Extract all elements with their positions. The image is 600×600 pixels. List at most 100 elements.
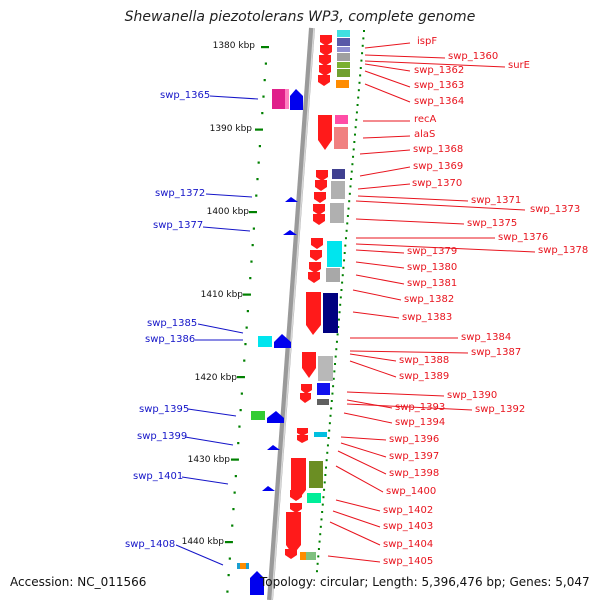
- scale-tick: [233, 491, 236, 494]
- scale-tick: [319, 533, 322, 536]
- gene-label[interactable]: swp_1382: [404, 294, 455, 305]
- gene-label[interactable]: swp_1393: [395, 402, 446, 413]
- scale-tick: [324, 466, 327, 469]
- gene-label[interactable]: swp_1397: [389, 451, 440, 462]
- gene-label[interactable]: swp_1396: [389, 434, 440, 445]
- scale-tick: [250, 260, 253, 263]
- gene-label[interactable]: surE: [508, 60, 530, 71]
- gene-label[interactable]: swp_1376: [498, 232, 549, 243]
- gene-label[interactable]: swp_1373: [530, 204, 581, 215]
- gene-label[interactable]: swp_1375: [467, 218, 518, 229]
- scale-tick: [262, 95, 265, 98]
- gene-label[interactable]: swp_1408: [125, 539, 176, 550]
- scale-label: 1430 kbp: [187, 455, 230, 465]
- gene-label[interactable]: swp_1395: [139, 404, 190, 415]
- gene-label[interactable]: swp_1365: [160, 90, 211, 101]
- scale-tick: [326, 444, 329, 447]
- genome-backbone: [267, 27, 315, 600]
- scale-tick: [352, 155, 355, 158]
- scale-tick: [321, 511, 324, 513]
- gene-label[interactable]: swp_1387: [471, 347, 522, 358]
- scale-tick: [239, 409, 242, 412]
- gene-label[interactable]: swp_1370: [412, 178, 463, 189]
- gene-label[interactable]: swp_1378: [538, 245, 589, 256]
- scale-tick: [334, 363, 337, 365]
- scale-tick: [356, 104, 359, 106]
- scale-tick: [240, 392, 243, 395]
- scale-tick: [345, 229, 348, 232]
- gene-label[interactable]: swp_1380: [407, 262, 458, 273]
- scale-tick: [339, 296, 342, 299]
- accession-label: Accession: NC_011566: [10, 575, 147, 589]
- scale-tick: [362, 37, 365, 40]
- scale-label: 1390 kbp: [209, 124, 252, 134]
- gene-label[interactable]: swp_1369: [413, 161, 464, 172]
- scale-tick: [347, 207, 350, 210]
- gene-label[interactable]: alaS: [414, 129, 436, 140]
- scale-tick: [341, 274, 344, 277]
- scale-tick: [228, 557, 231, 560]
- scale-tick: [343, 259, 346, 262]
- scale-tick: [327, 437, 330, 439]
- gene-label[interactable]: swp_1392: [475, 404, 526, 415]
- scale-tick: [355, 118, 358, 121]
- scale-tick: [256, 178, 259, 181]
- scale-tick: [342, 266, 345, 269]
- gene-label[interactable]: swp_1372: [155, 188, 206, 199]
- scale-tick: [343, 252, 346, 254]
- gene-label[interactable]: swp_1386: [145, 334, 196, 345]
- gene-label[interactable]: swp_1390: [447, 390, 498, 401]
- gene-label[interactable]: swp_1400: [386, 486, 437, 497]
- gene-label[interactable]: swp_1405: [383, 556, 434, 567]
- functional-category-boxes: [300, 30, 350, 560]
- gene-label[interactable]: swp_1403: [383, 521, 434, 532]
- gene-label[interactable]: swp_1404: [383, 539, 434, 550]
- gene-label[interactable]: swp_1371: [471, 195, 522, 206]
- scale-label: 1440 kbp: [181, 537, 224, 547]
- scale-label: 1410 kbp: [200, 290, 243, 300]
- gene-label[interactable]: swp_1402: [383, 505, 434, 516]
- scale-tick: [330, 400, 333, 402]
- gene-label[interactable]: swp_1383: [402, 312, 453, 323]
- scale-tick: [318, 540, 321, 543]
- gene-label[interactable]: swp_1389: [399, 371, 450, 382]
- gene-label[interactable]: swp_1394: [395, 417, 446, 428]
- gene-label[interactable]: swp_1385: [147, 318, 198, 329]
- scale-tick: [249, 277, 252, 280]
- gene-label[interactable]: swp_1363: [414, 80, 465, 91]
- gene-label[interactable]: swp_1381: [407, 278, 458, 289]
- scale-tick: [248, 211, 257, 214]
- red-leader-lines: [327, 42, 536, 563]
- scale-tick: [328, 429, 331, 432]
- scale-tick: [332, 377, 335, 380]
- scale-tick: [251, 244, 254, 247]
- gene-label[interactable]: swp_1384: [461, 332, 512, 343]
- gene-label[interactable]: swp_1379: [407, 246, 458, 257]
- gene-label[interactable]: swp_1388: [399, 355, 450, 366]
- gene-label[interactable]: ispF: [417, 36, 438, 47]
- gene-label[interactable]: swp_1398: [389, 468, 440, 479]
- gene-label[interactable]: swp_1377: [153, 220, 204, 231]
- scale-tick: [264, 62, 267, 65]
- scale-tick: [230, 458, 239, 461]
- scale-tick: [360, 59, 363, 62]
- scale-tick: [359, 67, 362, 69]
- scale-tick: [246, 310, 249, 313]
- gene-label[interactable]: swp_1368: [413, 144, 464, 155]
- map-title: Shewanella piezotolerans WP3, complete g…: [124, 9, 476, 25]
- scale-tick: [238, 425, 241, 428]
- scale-tick: [255, 194, 258, 197]
- scale-tick: [224, 541, 233, 544]
- scale-label: 1380 kbp: [212, 41, 255, 51]
- scale-tick: [331, 392, 334, 395]
- scale-tick: [357, 89, 360, 92]
- gene-label[interactable]: swp_1399: [137, 431, 188, 442]
- scale-tick: [340, 289, 343, 291]
- gene-label[interactable]: swp_1401: [133, 471, 184, 482]
- gene-label[interactable]: swp_1362: [414, 65, 465, 76]
- gene-label[interactable]: recA: [414, 114, 437, 125]
- gene-label[interactable]: swp_1364: [414, 96, 465, 107]
- gene-label[interactable]: swp_1360: [448, 51, 499, 62]
- scale-tick: [344, 244, 347, 247]
- scale-tick: [263, 79, 266, 82]
